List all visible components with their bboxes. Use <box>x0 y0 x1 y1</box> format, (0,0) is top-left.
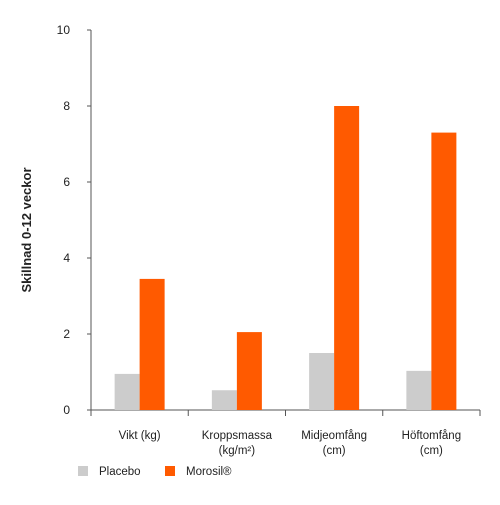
bar-morosil-2 <box>334 106 360 410</box>
x-category-label: Vikt (kg) <box>119 430 161 442</box>
bar-placebo-2 <box>309 353 335 410</box>
x-category-label: Midjeomfång (cm) <box>301 430 367 457</box>
bar-morosil-3 <box>431 132 457 410</box>
bar-placebo-1 <box>211 390 237 410</box>
x-category-label: Kroppsmassa (kg/m²) <box>202 430 273 457</box>
bar-morosil-1 <box>236 332 262 410</box>
y-tick-label: 0 <box>63 403 70 417</box>
x-category-label-line: Höftomfång <box>402 430 461 442</box>
bar-placebo-3 <box>406 370 432 410</box>
y-axis-title: Skillnad 0-12 veckor <box>19 167 34 292</box>
x-category-label-line: (cm) <box>323 445 346 457</box>
x-category-label-line: Kroppsmassa <box>202 430 273 442</box>
y-tick-label: 2 <box>63 327 70 341</box>
x-category-label-line: Vikt (kg) <box>119 430 161 442</box>
bars <box>114 106 457 410</box>
y-tick-label: 4 <box>63 251 70 265</box>
x-category-label-line: (kg/m²) <box>219 445 256 457</box>
legend-swatch-placebo <box>78 466 88 476</box>
category-labels: Vikt (kg) Kroppsmassa (kg/m²) Midjeomfång (c… <box>119 430 461 457</box>
legend-label-morosil: Morosil® <box>186 466 232 478</box>
y-tick-label: 10 <box>57 23 71 37</box>
y-tick-label: 8 <box>63 99 70 113</box>
x-ticks <box>90 410 481 416</box>
y-tick-label: 6 <box>63 175 70 189</box>
legend: Placebo Morosil® <box>78 466 232 478</box>
x-category-label-line: (cm) <box>420 445 443 457</box>
legend-label-placebo: Placebo <box>99 466 141 478</box>
bar-morosil-0 <box>139 278 165 410</box>
x-category-label-line: Midjeomfång <box>301 430 367 442</box>
x-category-label: Höftomfång (cm) <box>402 430 461 457</box>
bar-placebo-0 <box>114 373 140 410</box>
legend-swatch-morosil <box>165 466 175 476</box>
y-ticks: 0 2 4 6 8 10 <box>57 23 91 417</box>
